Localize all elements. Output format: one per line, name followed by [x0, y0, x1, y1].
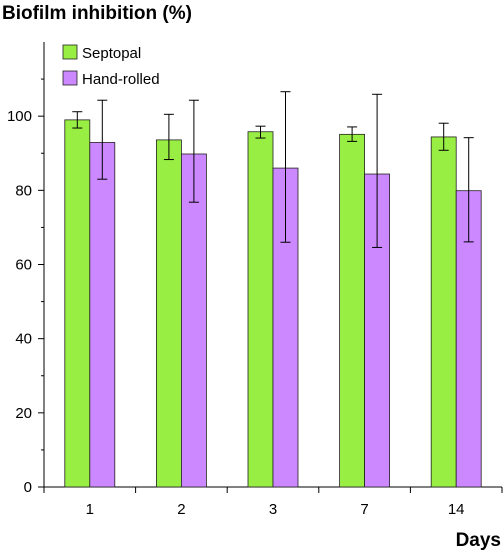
bar-septopal [339, 133, 366, 488]
x-axis-label: Days [456, 530, 501, 550]
x-tick-label: 2 [177, 501, 185, 518]
x-tick-label: 3 [269, 501, 277, 518]
y-tick-label: 60 [15, 257, 32, 274]
legend-swatch [62, 70, 78, 86]
legend-label: Hand-rolled [82, 71, 160, 88]
y-tick-label: 0 [24, 479, 32, 496]
y-tick-label: 100 [7, 108, 32, 125]
y-tick-label: 40 [15, 331, 32, 348]
bar-septopal [64, 119, 91, 488]
x-tick-label: 14 [448, 501, 465, 518]
bar-septopal [247, 131, 274, 488]
x-tick-label: 7 [360, 501, 368, 518]
y-axis-label: Biofilm inhibition (%) [2, 3, 192, 24]
y-tick-label: 20 [15, 405, 32, 422]
plot-area: 0 20 40 60 80 100 1 2 3 7 14 [7, 42, 503, 518]
bar-hand-rolled [89, 142, 116, 488]
legend: Septopal Hand-rolled [62, 44, 160, 88]
bar-septopal [155, 139, 182, 488]
legend-label: Septopal [82, 45, 141, 62]
bar-hand-rolled [180, 153, 207, 488]
legend-swatch [62, 44, 78, 60]
y-tick-label: 80 [15, 182, 32, 199]
x-tick-label: 1 [86, 501, 94, 518]
bar-septopal [430, 136, 457, 488]
